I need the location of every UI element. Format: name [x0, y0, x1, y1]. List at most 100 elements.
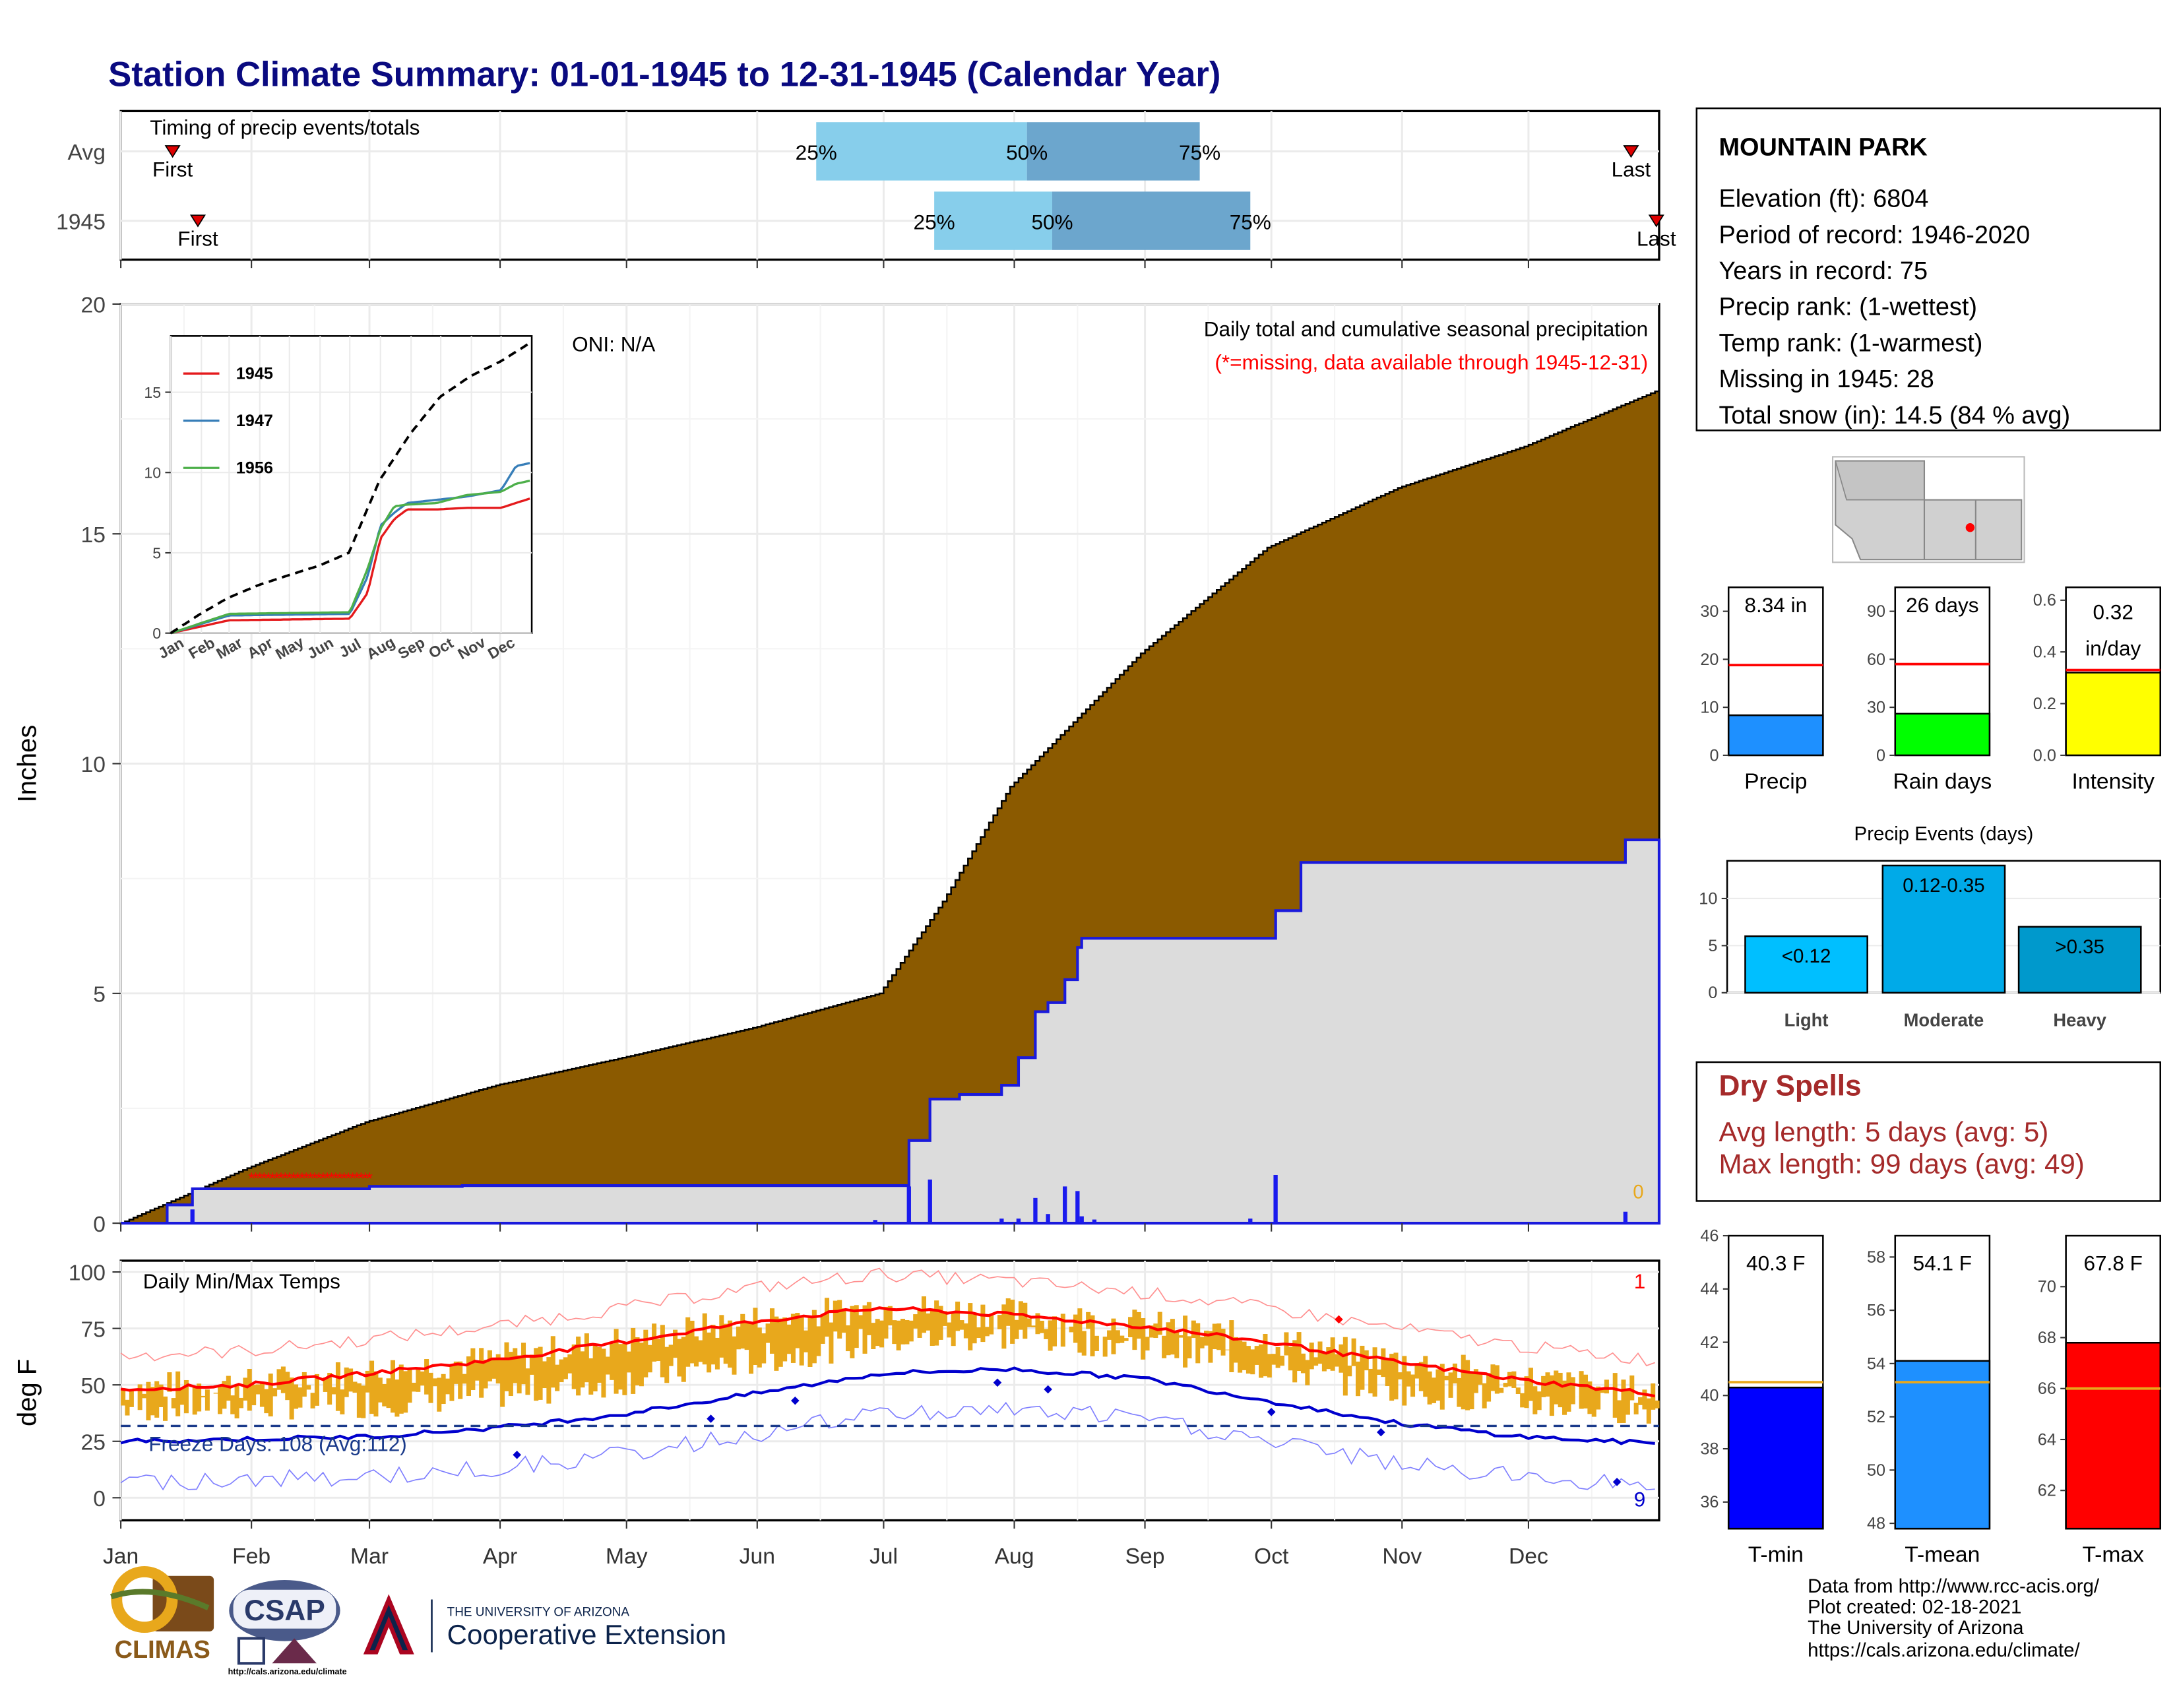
daily-temp-range-bar: [340, 1389, 344, 1414]
daily-temp-range-bar: [1503, 1383, 1508, 1387]
event-category-label: Moderate: [1904, 1009, 1984, 1030]
daily-temp-range-bar: [1541, 1376, 1546, 1397]
daily-temp-range-bar: [272, 1388, 277, 1396]
station-temp-rank: Temp rank: (1-warmest): [1719, 329, 1982, 357]
daily-temp-range-bar: [825, 1298, 829, 1337]
daily-temp-range-bar: [749, 1323, 753, 1374]
daily-temp-range-bar: [403, 1371, 408, 1412]
daily-precip-bar: [1273, 1175, 1277, 1223]
temp-y-tick-label: 25: [81, 1430, 106, 1455]
daily-temp-range-bar: [1469, 1374, 1474, 1409]
daily-temp-range-bar: [1647, 1399, 1651, 1424]
daily-temp-range-bar: [875, 1319, 880, 1346]
daily-temp-range-bar: [1132, 1310, 1137, 1350]
daily-temp-range-bar: [504, 1343, 509, 1391]
daily-temp-range-bar: [1465, 1360, 1470, 1410]
daily-temp-range-bar: [491, 1358, 496, 1379]
daily-precip-bar: [1624, 1212, 1627, 1223]
daily-precip-bar: [928, 1180, 932, 1223]
daily-temp-range-bar: [1305, 1360, 1309, 1385]
daily-temp-range-bar: [449, 1365, 454, 1401]
intensity-value-bar: [2066, 673, 2161, 755]
precip-caption: Daily total and cumulative seasonal prec…: [1204, 317, 1648, 340]
daily-temp-range-bar: [968, 1303, 972, 1350]
daily-temp-range-bar: [707, 1333, 711, 1372]
station-name: MOUNTAIN PARK: [1719, 134, 1927, 162]
daily-temp-range-bar: [863, 1306, 868, 1354]
daily-temp-range-bar: [1267, 1354, 1272, 1377]
daily-temp-range-bar: [922, 1296, 926, 1333]
tmin-tick-label: 46: [1700, 1227, 1719, 1246]
daily-temp-range-bar: [1495, 1365, 1499, 1393]
daily-temp-range-bar: [462, 1374, 467, 1384]
rain_days-tick-label: 30: [1867, 699, 1885, 717]
daily-temp-range-bar: [572, 1344, 577, 1389]
daily-precip-bar: [1248, 1218, 1252, 1223]
daily-temp-range-bar: [1246, 1346, 1251, 1374]
daily-temp-range-bar: [732, 1337, 736, 1375]
daily-temp-range-bar: [660, 1325, 665, 1377]
tmin-tick-label: 38: [1700, 1439, 1719, 1458]
daily-temp-range-bar: [677, 1339, 681, 1377]
daily-temp-range-bar: [1204, 1331, 1209, 1346]
daily-temp-range-bar: [1280, 1356, 1284, 1366]
daily-temp-range-bar: [837, 1300, 842, 1339]
daily-temp-range-bar: [1141, 1318, 1145, 1360]
daily-temp-range-bar: [268, 1374, 273, 1416]
tmax-tick-label: 70: [2038, 1278, 2056, 1296]
daily-temp-range-bar: [892, 1320, 897, 1344]
daily-temp-range-bar: [774, 1317, 778, 1371]
daily-temp-range-bar: [1073, 1315, 1078, 1343]
daily-temp-range-bar: [1638, 1397, 1643, 1405]
daily-temp-range-bar: [656, 1339, 660, 1361]
tmin-tick-label: 36: [1700, 1493, 1719, 1511]
daily-temp-range-bar: [1335, 1354, 1339, 1367]
daily-temp-range-bar: [146, 1382, 150, 1420]
daily-temp-range-bar: [1216, 1323, 1221, 1350]
tmin-record-count: 9: [1634, 1487, 1646, 1511]
month-label: Aug: [995, 1544, 1034, 1569]
ua-small-text: THE UNIVERSITY OF ARIZONA: [447, 1606, 630, 1620]
inset-legend-label: 1945: [236, 365, 273, 383]
daily-temp-range-bar: [311, 1393, 315, 1408]
daily-temp-range-bar: [635, 1337, 640, 1385]
daily-temp-range-bar: [348, 1368, 353, 1391]
temp-y-tick-label: 100: [69, 1261, 106, 1286]
daily-temp-range-bar: [685, 1317, 690, 1367]
daily-temp-range-bar: [1229, 1320, 1234, 1372]
tmax-record-count: 1: [1634, 1269, 1646, 1293]
daily-temp-range-bar: [1629, 1376, 1634, 1401]
event-category-label: Light: [1784, 1009, 1829, 1030]
daily-temp-range-bar: [1107, 1330, 1112, 1339]
daily-temp-range-bar: [243, 1377, 247, 1401]
daily-temp-range-bar: [1423, 1356, 1428, 1397]
daily-temp-range-bar: [285, 1372, 290, 1400]
daily-temp-range-bar: [306, 1385, 311, 1389]
tmean-tick-label: 52: [1867, 1408, 1885, 1426]
daily-temp-range-bar: [601, 1348, 606, 1397]
daily-temp-range-bar: [391, 1360, 395, 1413]
daily-temp-range-bar: [193, 1387, 197, 1414]
daily-temp-range-bar: [382, 1384, 387, 1407]
figure-title: Station Climate Summary: 01-01-1945 to 1…: [108, 55, 1220, 94]
precip-tick-label: 30: [1700, 602, 1719, 621]
daily-temp-range-bar: [964, 1323, 968, 1338]
daily-temp-range-bar: [1069, 1327, 1074, 1333]
daily-temp-range-bar: [1461, 1355, 1466, 1410]
daily-temp-range-bar: [664, 1347, 669, 1383]
daily-temp-range-bar: [290, 1377, 294, 1419]
station-location-dot: [1966, 523, 1974, 532]
station-missing: Missing in 1945: 28: [1719, 365, 1934, 393]
freeze-days-label: Freeze Days: 108 (Avg:112): [148, 1432, 407, 1455]
snow-days-count: 0: [1633, 1181, 1643, 1203]
tmax-tick-label: 64: [2038, 1430, 2056, 1449]
daily-precip-bar: [1017, 1218, 1021, 1223]
month-label: Sep: [1125, 1544, 1165, 1569]
daily-temp-range-bar: [867, 1302, 871, 1335]
daily-temp-range-bar: [1077, 1308, 1082, 1352]
daily-temp-range-bar: [479, 1348, 484, 1397]
daily-temp-range-bar: [394, 1379, 399, 1416]
quartile-bar-25-50: [816, 122, 1026, 180]
timing-panel: Timing of precip events/totals Avg 1945 …: [56, 111, 1676, 268]
tmean-tick-label: 48: [1867, 1515, 1885, 1533]
